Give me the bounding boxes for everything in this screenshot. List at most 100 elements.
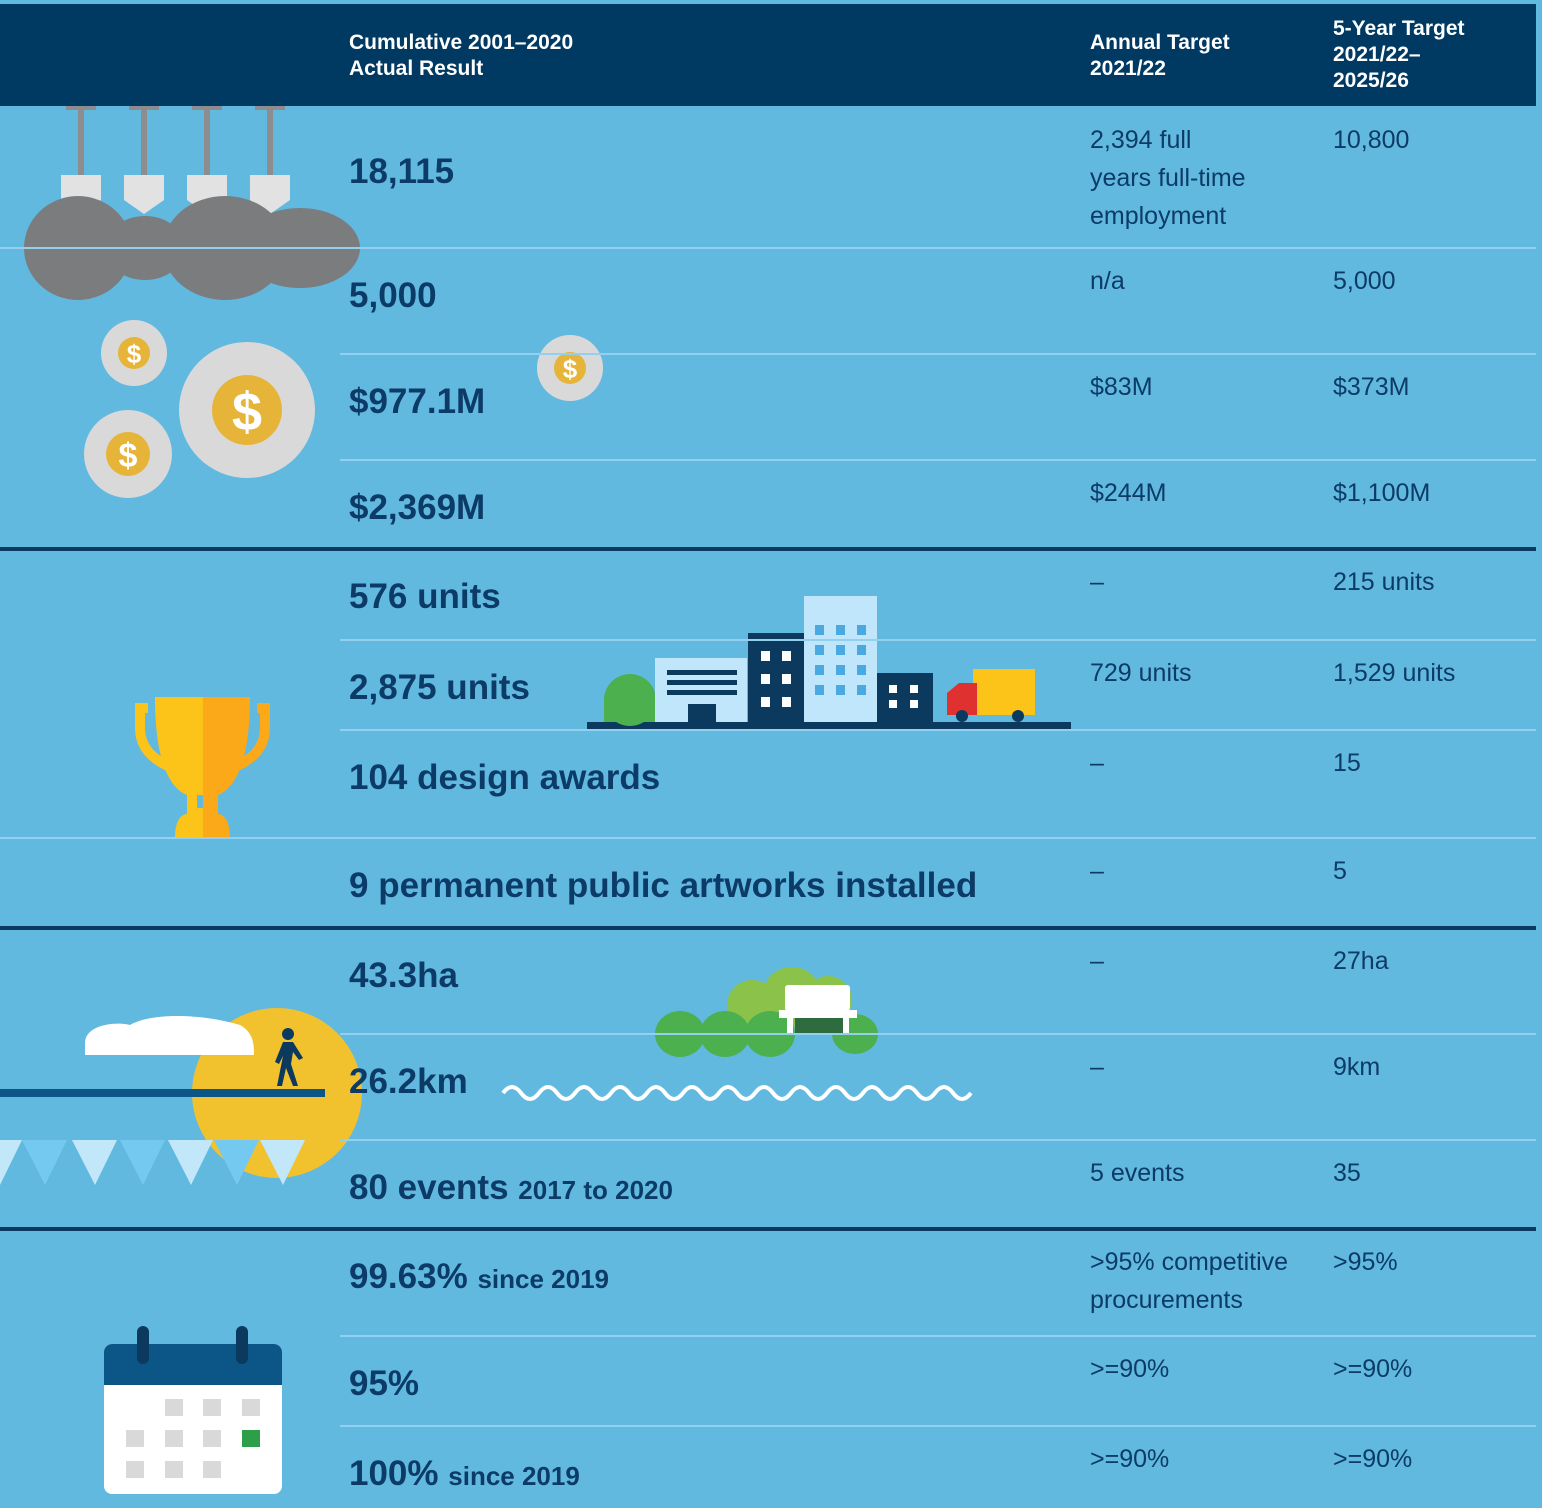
text-line: Annual Target (1090, 31, 1230, 54)
five-year-target: 1,529 units (1333, 659, 1456, 687)
svg-text:$: $ (127, 339, 142, 369)
result-value: 80 events (349, 1168, 509, 1207)
five-year-target: 35 (1333, 1159, 1361, 1187)
annual-target: n/a (1090, 262, 1125, 300)
five-year-target: 9km (1333, 1053, 1381, 1081)
annual-target: 729 units (1090, 654, 1191, 692)
five-year-target: 10,800 (1333, 126, 1410, 154)
five-year-target: 15 (1333, 749, 1361, 777)
result-value: 5,000 (349, 276, 437, 315)
row-divider (340, 1335, 1536, 1337)
svg-text:$: $ (119, 437, 138, 475)
text-line: years full-time (1090, 164, 1246, 192)
sun-scene (0, 1008, 973, 1185)
text-line: 2021/22 (1090, 57, 1166, 80)
result-value: 104 design awards (349, 758, 661, 797)
annual-target: – (1090, 852, 1104, 890)
text-line: – (1090, 947, 1104, 975)
text-line: 2021/22– (1333, 43, 1421, 66)
result: 80 events 2017 to 2020 (349, 1168, 673, 1208)
result-value: 100% (349, 1454, 439, 1493)
annual-target: $244M (1090, 474, 1166, 512)
result-value: 95% (349, 1364, 420, 1403)
coins: $ $ $ $ (84, 320, 603, 498)
row-divider (340, 1033, 1536, 1035)
text-line: procurements (1090, 1286, 1243, 1314)
result: 95% (349, 1364, 419, 1404)
result-value: 26.2km (349, 1062, 468, 1101)
text-line: Actual Result (349, 57, 484, 80)
annual-target: – (1090, 1048, 1104, 1086)
section-divider (0, 547, 1536, 551)
text-line: Cumulative 2001–2020 (349, 31, 574, 54)
result-note: since 2019 (448, 1461, 580, 1491)
annual-target: – (1090, 563, 1104, 601)
text-line: >95% competitive (1090, 1248, 1289, 1276)
row-divider (0, 247, 1536, 249)
text-line: – (1090, 568, 1104, 596)
five-year-target: 5,000 (1333, 267, 1396, 295)
trophy (135, 697, 270, 838)
text-line: 2025/26 (1333, 69, 1409, 92)
annual-target: >95% competitive procurements (1090, 1243, 1288, 1319)
header-five-year: 5-Year Target 2021/22– 2025/26 (1333, 16, 1465, 94)
annual-target: – (1090, 744, 1104, 782)
section-divider (0, 1227, 1536, 1231)
result-value: 43.3ha (349, 956, 458, 995)
five-year-target: $1,100M (1333, 479, 1431, 507)
result: 576 units (349, 577, 501, 617)
result: $977.1M (349, 382, 485, 422)
annual-target: 2,394 full years full-time employment (1090, 121, 1246, 235)
five-year-target: >=90% (1333, 1445, 1413, 1473)
text-line: n/a (1090, 267, 1125, 295)
text-line: – (1090, 749, 1104, 777)
text-line: – (1090, 857, 1104, 885)
text-line: >=90% (1090, 1355, 1170, 1383)
svg-text:$: $ (232, 382, 262, 442)
annual-target: >=90% (1090, 1350, 1169, 1388)
five-year-target: 5 (1333, 857, 1347, 885)
calendar (104, 1326, 282, 1494)
result: 2,875 units (349, 668, 530, 708)
five-year-target: $373M (1333, 373, 1410, 401)
row-divider (340, 639, 1536, 641)
text-line: 2,394 full (1090, 126, 1192, 154)
text-line: $244M (1090, 479, 1167, 507)
result: 104 design awards (349, 758, 660, 798)
result-value: $2,369M (349, 488, 486, 527)
bunting (0, 1140, 305, 1185)
result: 99.63% since 2019 (349, 1257, 609, 1297)
result-value: 2,875 units (349, 668, 530, 707)
result-note: since 2019 (477, 1264, 610, 1294)
shovels (24, 98, 360, 300)
five-year-target: >=90% (1333, 1355, 1413, 1383)
result-value: 9 permanent public artworks installed (349, 866, 978, 905)
park (655, 967, 878, 1057)
city (587, 596, 1071, 729)
text-line: employment (1090, 202, 1227, 230)
result: 5,000 (349, 276, 437, 316)
text-line: – (1090, 1053, 1104, 1081)
text-line: 5-Year Target (1333, 17, 1465, 40)
text-line: 729 units (1090, 659, 1192, 687)
five-year-target: 215 units (1333, 568, 1435, 596)
result: 26.2km (349, 1062, 468, 1102)
result-value: 18,115 (349, 152, 455, 191)
text-line: >=90% (1090, 1445, 1170, 1473)
result: $2,369M (349, 488, 485, 528)
result-note: 2017 to 2020 (518, 1175, 673, 1205)
header-bar (0, 4, 1536, 106)
header-annual: Annual Target 2021/22 (1090, 30, 1230, 82)
row-divider (340, 729, 1536, 731)
text-line: $83M (1090, 373, 1153, 401)
result-value: 99.63% (349, 1257, 468, 1296)
row-divider (340, 353, 1536, 355)
result: 43.3ha (349, 956, 458, 996)
result-value: $977.1M (349, 382, 486, 421)
annual-target: >=90% (1090, 1440, 1169, 1478)
row-divider (0, 837, 1536, 839)
row-divider (340, 1139, 1536, 1141)
result: 100% since 2019 (349, 1454, 580, 1494)
